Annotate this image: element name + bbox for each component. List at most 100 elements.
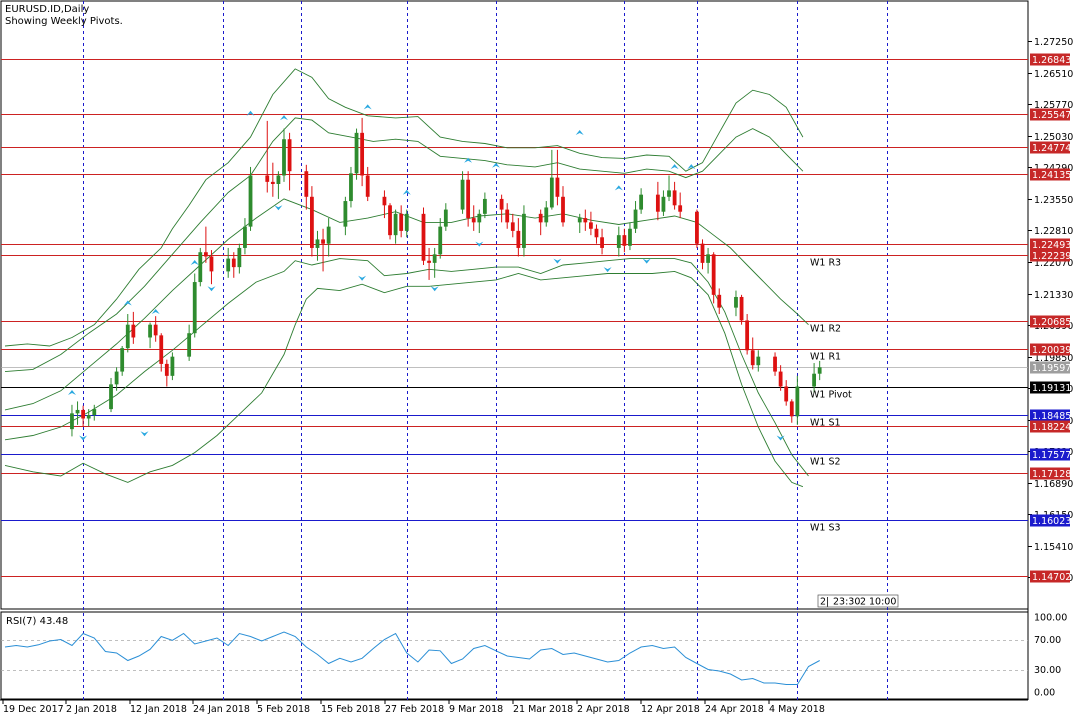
candle[interactable]: [471, 205, 476, 231]
candle[interactable]: [538, 209, 543, 236]
candle[interactable]: [114, 367, 119, 391]
candle[interactable]: [170, 352, 175, 381]
candle[interactable]: [198, 247, 203, 287]
candle[interactable]: [427, 247, 431, 280]
candle[interactable]: [672, 181, 677, 210]
candle[interactable]: [510, 213, 515, 238]
candle[interactable]: [745, 314, 750, 355]
candle[interactable]: [773, 352, 777, 376]
candle[interactable]: [555, 149, 560, 206]
candle[interactable]: [778, 365, 783, 391]
candle[interactable]: [812, 363, 816, 393]
candle[interactable]: [639, 188, 644, 214]
candle[interactable]: [750, 337, 755, 370]
candle[interactable]: [655, 181, 660, 221]
candle[interactable]: [393, 209, 398, 244]
candle[interactable]: [549, 149, 554, 210]
candle[interactable]: [817, 360, 822, 381]
candle[interactable]: [399, 205, 404, 238]
candle[interactable]: [499, 194, 504, 223]
candle[interactable]: [125, 314, 130, 353]
candle[interactable]: [628, 222, 632, 251]
candle[interactable]: [270, 162, 275, 197]
candle[interactable]: [438, 218, 443, 259]
candle[interactable]: [148, 322, 152, 349]
candle[interactable]: [315, 230, 320, 261]
candle[interactable]: [594, 224, 599, 244]
price-tag: [1030, 108, 1070, 121]
candle[interactable]: [343, 196, 348, 236]
candle[interactable]: [466, 171, 471, 227]
candle[interactable]: [209, 250, 214, 285]
candle[interactable]: [243, 218, 247, 255]
candle[interactable]: [661, 190, 666, 216]
candle[interactable]: [477, 209, 482, 234]
candle[interactable]: [70, 404, 74, 437]
candle[interactable]: [522, 205, 526, 257]
candle[interactable]: [248, 166, 253, 231]
candle[interactable]: [321, 228, 325, 272]
candle[interactable]: [287, 132, 292, 191]
candle[interactable]: [304, 164, 309, 210]
candle[interactable]: [86, 409, 91, 427]
candle[interactable]: [577, 213, 582, 234]
candle[interactable]: [421, 207, 426, 265]
candle[interactable]: [633, 201, 638, 234]
candle[interactable]: [695, 209, 699, 248]
candle[interactable]: [583, 209, 588, 231]
candle[interactable]: [700, 239, 705, 270]
candle[interactable]: [678, 192, 683, 219]
candle[interactable]: [192, 273, 197, 338]
candle[interactable]: [365, 166, 370, 202]
candle[interactable]: [516, 218, 521, 257]
candle[interactable]: [789, 399, 794, 423]
candle[interactable]: [734, 290, 738, 317]
candle[interactable]: [349, 166, 353, 208]
candle[interactable]: [153, 316, 158, 342]
candle[interactable]: [667, 175, 671, 202]
candle[interactable]: [505, 203, 510, 229]
candle[interactable]: [326, 218, 331, 257]
candle[interactable]: [443, 203, 448, 231]
candle[interactable]: [589, 211, 593, 236]
candle[interactable]: [265, 120, 270, 193]
candle[interactable]: [81, 405, 86, 427]
candle[interactable]: [231, 252, 236, 278]
candle[interactable]: [404, 209, 409, 238]
candle[interactable]: [120, 346, 125, 376]
candle[interactable]: [360, 117, 365, 187]
candle[interactable]: [711, 252, 716, 304]
candle[interactable]: [784, 380, 789, 406]
candle[interactable]: [388, 203, 392, 240]
candle[interactable]: [354, 128, 359, 180]
candle[interactable]: [310, 186, 314, 257]
candle[interactable]: [164, 359, 169, 387]
candle[interactable]: [92, 404, 97, 421]
candle[interactable]: [75, 401, 80, 425]
candle[interactable]: [616, 226, 621, 257]
candle[interactable]: [203, 226, 208, 263]
candle[interactable]: [544, 201, 549, 227]
candle[interactable]: [756, 350, 761, 372]
candle[interactable]: [187, 324, 192, 361]
candle[interactable]: [432, 247, 437, 278]
candle[interactable]: [237, 243, 242, 274]
candle[interactable]: [226, 247, 231, 278]
candle[interactable]: [561, 186, 565, 227]
candle[interactable]: [717, 288, 722, 315]
candle[interactable]: [282, 128, 286, 182]
candle[interactable]: [276, 171, 281, 199]
candle[interactable]: [795, 375, 800, 425]
time-box[interactable]: 2| 23:30 2 10:00: [817, 594, 899, 608]
candle[interactable]: [382, 190, 387, 219]
candle[interactable]: [622, 228, 627, 253]
candle[interactable]: [600, 228, 604, 255]
candle[interactable]: [482, 192, 487, 219]
candle[interactable]: [159, 333, 164, 372]
candle[interactable]: [706, 247, 710, 274]
candle[interactable]: [739, 294, 744, 325]
candle[interactable]: [131, 311, 136, 344]
candle[interactable]: [109, 377, 113, 413]
candle[interactable]: [460, 171, 465, 214]
